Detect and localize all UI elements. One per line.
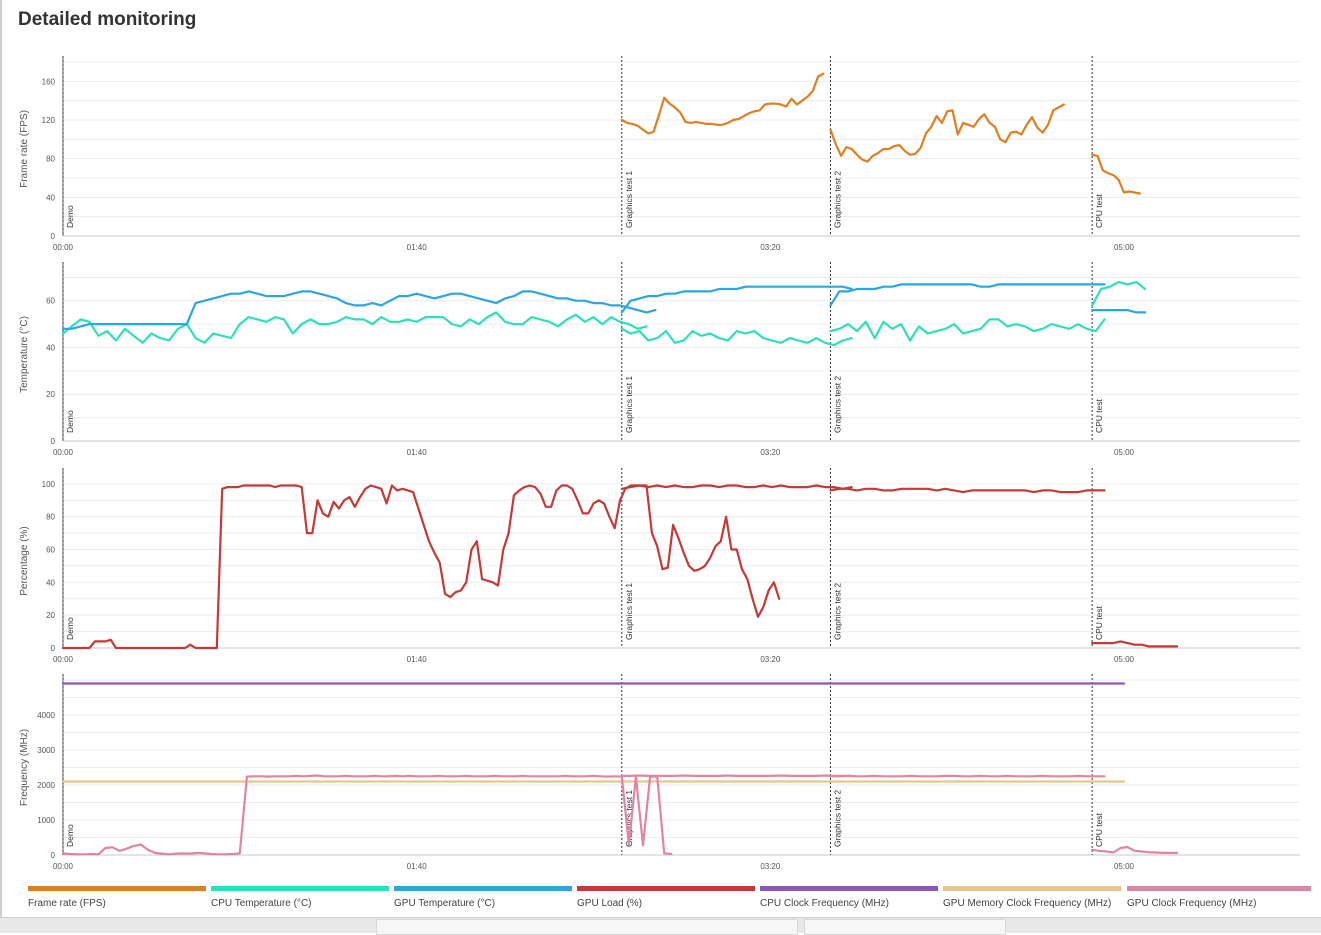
series-line xyxy=(63,776,671,855)
series-line xyxy=(63,486,779,649)
series-line xyxy=(1092,641,1177,646)
x-tick-label: 01:40 xyxy=(407,448,428,457)
phase-marker-label: Graphics test 2 xyxy=(832,790,842,847)
series-line xyxy=(831,319,1105,340)
legend-swatch xyxy=(394,886,572,891)
y-tick-label: 160 xyxy=(42,77,56,86)
legend-label: GPU Temperature (°C) xyxy=(394,898,572,909)
y-tick-label: 40 xyxy=(46,343,55,352)
y-tick-label: 1000 xyxy=(37,816,55,825)
phase-marker-label: Demo xyxy=(65,205,75,228)
y-tick-label: 20 xyxy=(46,390,55,399)
legend-swatch xyxy=(28,886,206,891)
phase-marker-label: CPU test xyxy=(1094,398,1104,433)
series-line xyxy=(831,284,1105,305)
y-tick-label: 60 xyxy=(46,297,55,306)
phase-marker-label: Graphics test 2 xyxy=(832,171,842,228)
series-line xyxy=(1092,310,1145,312)
series-line xyxy=(622,329,852,345)
legend-swatch xyxy=(1127,886,1311,891)
legend-label: Frame rate (FPS) xyxy=(28,898,206,909)
x-tick-label: 00:00 xyxy=(53,243,74,252)
y-tick-label: 40 xyxy=(46,193,55,202)
y-tick-label: 40 xyxy=(46,578,55,587)
background-window xyxy=(376,919,798,935)
phase-marker-label: Graphics test 1 xyxy=(624,376,634,433)
series-line xyxy=(831,489,1105,492)
y-tick-label: 80 xyxy=(46,155,55,164)
y-tick-label: 0 xyxy=(51,851,56,860)
series-line xyxy=(1092,155,1140,194)
legend-swatch xyxy=(760,886,938,891)
legend-swatch xyxy=(577,886,755,891)
legend-label: GPU Load (%) xyxy=(577,898,755,909)
x-tick-label: 01:40 xyxy=(407,243,428,252)
legend-item-gpu-memory-clock[interactable]: GPU Memory Clock Frequency (MHz) xyxy=(943,886,1121,909)
x-tick-label: 01:40 xyxy=(407,655,428,664)
legend-label: GPU Clock Frequency (MHz) xyxy=(1127,898,1311,909)
y-tick-label: 60 xyxy=(46,546,55,555)
y-tick-label: 0 xyxy=(51,437,56,446)
chart-legend: Frame rate (FPS) CPU Temperature (°C) GP… xyxy=(28,886,1313,916)
series-line xyxy=(831,105,1064,162)
series-line xyxy=(63,291,655,328)
legend-swatch xyxy=(943,886,1121,891)
y-axis-label: Percentage (%) xyxy=(19,526,30,595)
y-tick-label: 0 xyxy=(51,232,56,241)
x-tick-label: 05:00 xyxy=(1114,243,1135,252)
y-axis-label: Frame rate (FPS) xyxy=(19,110,30,188)
x-tick-label: 00:00 xyxy=(53,655,74,664)
x-tick-label: 05:00 xyxy=(1114,448,1135,457)
x-tick-label: 05:00 xyxy=(1114,862,1135,871)
legend-item-gpu-temperature[interactable]: GPU Temperature (°C) xyxy=(394,886,572,909)
legend-swatch xyxy=(211,886,389,891)
y-axis-label: Temperature (°C) xyxy=(19,316,30,393)
y-tick-label: 0 xyxy=(51,644,56,653)
legend-label: CPU Temperature (°C) xyxy=(211,898,389,909)
y-tick-label: 100 xyxy=(42,480,56,489)
legend-label: GPU Memory Clock Frequency (MHz) xyxy=(943,898,1121,909)
legend-item-gpu-load[interactable]: GPU Load (%) xyxy=(577,886,755,909)
monitoring-charts: 0 40 80 120 160 00:00 01:40 03:20 05:00 Frame rat… xyxy=(0,0,1321,880)
x-tick-label: 01:40 xyxy=(407,862,428,871)
series-line xyxy=(63,312,647,342)
legend-item-cpu-temperature[interactable]: CPU Temperature (°C) xyxy=(211,886,389,909)
phase-marker-label: Graphics test 1 xyxy=(624,171,634,228)
series-line xyxy=(622,486,852,489)
phase-marker-label: Graphics test 2 xyxy=(832,583,842,640)
y-tick-label: 2000 xyxy=(37,781,55,790)
x-tick-label: 03:20 xyxy=(760,862,781,871)
phase-marker-label: Demo xyxy=(65,410,75,433)
x-tick-label: 03:20 xyxy=(760,655,781,664)
y-tick-label: 3000 xyxy=(37,746,55,755)
phase-marker-label: CPU test xyxy=(1094,605,1104,640)
background-window-strip xyxy=(0,917,1321,933)
legend-item-gpu-clock[interactable]: GPU Clock Frequency (MHz) xyxy=(1127,886,1311,909)
series-line xyxy=(1092,847,1177,853)
phase-marker-label: Graphics test 1 xyxy=(624,583,634,640)
x-tick-label: 05:00 xyxy=(1114,655,1135,664)
x-tick-label: 03:20 xyxy=(760,243,781,252)
phase-marker-label: Demo xyxy=(65,617,75,640)
y-tick-label: 4000 xyxy=(37,711,55,720)
y-tick-label: 80 xyxy=(46,513,55,522)
phase-marker-label: CPU test xyxy=(1094,193,1104,228)
phase-marker-label: CPU test xyxy=(1094,812,1104,847)
series-line xyxy=(622,74,824,134)
legend-item-cpu-clock[interactable]: CPU Clock Frequency (MHz) xyxy=(760,886,938,909)
legend-item-frame-rate[interactable]: Frame rate (FPS) xyxy=(28,886,206,909)
series-line xyxy=(1092,282,1145,305)
series-line xyxy=(622,287,852,313)
y-tick-label: 120 xyxy=(42,116,56,125)
legend-label: CPU Clock Frequency (MHz) xyxy=(760,898,938,909)
phase-marker-label: Graphics test 2 xyxy=(832,376,842,433)
x-tick-label: 00:00 xyxy=(53,448,74,457)
background-window xyxy=(804,919,1006,935)
y-tick-label: 20 xyxy=(46,611,55,620)
y-axis-label: Frequency (MHz) xyxy=(19,729,30,806)
x-tick-label: 03:20 xyxy=(760,448,781,457)
x-tick-label: 00:00 xyxy=(53,862,74,871)
phase-marker-label: Demo xyxy=(65,824,75,847)
